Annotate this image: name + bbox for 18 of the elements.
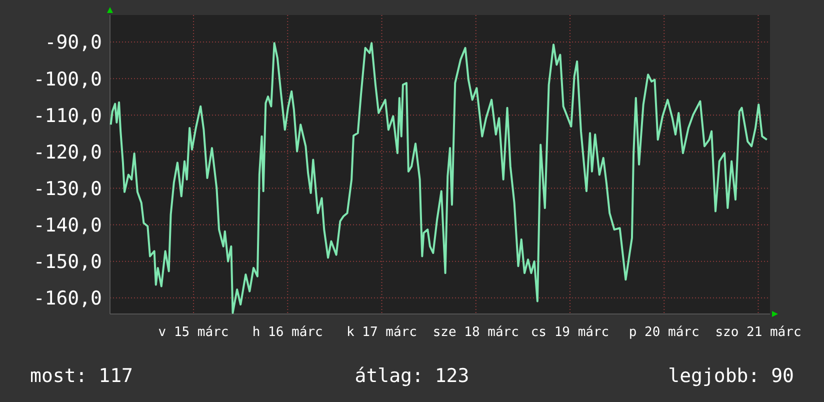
y-tick-label: -160,0: [33, 288, 102, 310]
x-tick-label: sze 18 márc: [432, 325, 519, 340]
y-tick-label: -150,0: [33, 251, 102, 274]
y-tick-label: -130,0: [33, 178, 102, 200]
y-tick-label: -90,0: [44, 32, 102, 54]
x-tick-label: szo 21 márc: [715, 325, 802, 340]
text: átlag: 123: [354, 365, 470, 387]
x-tick-label: k 17 márc: [346, 325, 417, 340]
text: most: 117: [30, 365, 133, 387]
y-tick-label: -100,0: [33, 68, 102, 90]
x-tick-label: v 15 márc: [158, 325, 229, 340]
y-tick-label: -140,0: [33, 214, 102, 236]
x-tick-label: h 16 márc: [252, 325, 323, 340]
x-tick-label: cs 19 márc: [530, 325, 610, 340]
x-tick-label: p 20 márc: [628, 325, 700, 340]
y-tick-label: -110,0: [33, 104, 102, 127]
text: legjobb: 90: [668, 365, 794, 387]
y-tick-label: -120,0: [33, 141, 102, 164]
